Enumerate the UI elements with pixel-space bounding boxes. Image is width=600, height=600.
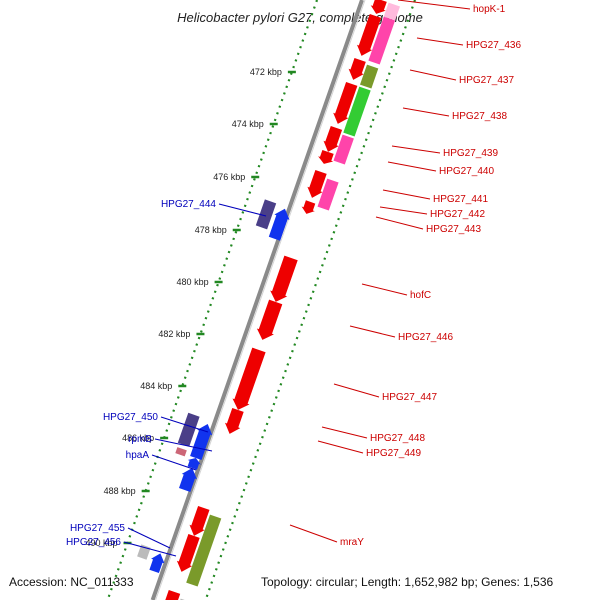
callout-hpg27_437-label: HPG27_437 — [459, 75, 514, 86]
gene-arrow-hpg27-444 — [268, 208, 290, 241]
gene-block-hpg27-450 — [177, 412, 200, 447]
map-title: Helicobacter pylori G27, complete genome — [177, 10, 423, 25]
callout-hopk-1-label: hopK-1 — [473, 4, 506, 15]
gene-arrow-hpg27-450 — [190, 424, 213, 460]
callout-hpg27_440-leader — [387, 161, 437, 172]
callout-hpg27_446-leader — [349, 325, 396, 338]
callout-hpg27_446-label: HPG27_446 — [398, 332, 453, 343]
gene-arrow-hpg27-440 — [318, 150, 334, 164]
gene-arrow-hpg27-441 — [307, 170, 327, 198]
backbone-line — [150, 0, 364, 600]
callout-hpg27_456-label: HPG27_456 — [66, 537, 121, 548]
callout-hpg27_443-label: HPG27_443 — [426, 224, 481, 235]
gene-arrow-hpg27-448 — [225, 408, 244, 434]
gene-block-mray-feature — [186, 514, 222, 587]
gene-arrow-hofc — [270, 255, 298, 302]
gene-arrow-bottom — [165, 590, 181, 600]
gene-block-hpg27-444 — [255, 199, 277, 230]
callout-hpg27_447-label: HPG27_447 — [382, 392, 437, 403]
callout-hpg27_437-leader — [409, 69, 457, 81]
backbone-highlight — [155, 0, 366, 600]
tick-label: 474 kbp — [232, 119, 264, 129]
genome-summary-text: Topology: circular; Length: 1,652,982 bp… — [261, 575, 554, 589]
gene-arrow-hpg27-438 — [333, 82, 358, 124]
callout-hpg27_439-leader — [391, 145, 441, 154]
gene-block-hpg27-438-feature — [343, 86, 371, 137]
gene-arrow-hpg27-439 — [323, 126, 343, 152]
callout-hpg27_442-label: HPG27_442 — [430, 209, 485, 220]
tick-label: 484 kbp — [140, 381, 172, 391]
inner-scale-ring — [106, 0, 319, 600]
callout-hpg27_442-leader — [379, 206, 428, 215]
tick-label: 480 kbp — [177, 277, 209, 287]
gene-block-hpg27-455 — [137, 544, 151, 560]
callout-hpg27_448-leader — [321, 426, 368, 439]
callout-hpg27_449-label: HPG27_449 — [366, 448, 421, 459]
callout-hpaa-leader — [151, 454, 197, 471]
callout-hpg27_438-label: HPG27_438 — [452, 111, 507, 122]
callout-hofc-label: hofC — [410, 290, 431, 301]
tick-label: 488 kbp — [104, 486, 136, 496]
outer-scale-ring — [204, 0, 417, 600]
accession-text: Accession: NC_011333 — [9, 575, 134, 589]
callout-hpg27_440-label: HPG27_440 — [439, 166, 494, 177]
gene-arrow-hpg27-442 — [301, 200, 316, 214]
gene-block-hpg27-436-feature — [368, 16, 396, 65]
tick-label: 482 kbp — [158, 329, 190, 339]
gene-block-rpmb — [175, 447, 187, 457]
tick-label: 478 kbp — [195, 225, 227, 235]
callout-hopk-1-leader — [397, 0, 471, 10]
callout-hpg27_443-leader — [375, 216, 424, 230]
callout-hpg27_456-leader — [123, 541, 177, 557]
gene-arrow-hpg27-437 — [348, 58, 366, 80]
callout-hofc-leader — [361, 283, 408, 296]
gene-block-hopk1-feature — [383, 2, 400, 21]
gene-arrow-hopk1 — [370, 0, 387, 14]
callout-hpg27_439-label: HPG27_439 — [443, 148, 498, 159]
tick-label: 476 kbp — [213, 172, 245, 182]
callout-rpmb-label: rpmB — [128, 434, 152, 445]
callout-hpg27_438-leader — [402, 107, 450, 117]
callout-hpg27_441-leader — [382, 189, 431, 200]
gene-arrow-hpg27-446 — [256, 299, 283, 340]
callout-hpg27_441-label: HPG27_441 — [433, 194, 488, 205]
callout-hpg27_455-leader — [127, 527, 171, 549]
callout-hpg27_449-leader — [317, 440, 364, 454]
gene-block-hpg27-439-feature — [333, 134, 354, 165]
callout-rpmb-leader — [154, 438, 213, 452]
gene-arrow-hpg27-436 — [357, 14, 382, 56]
callout-hpg27_447-leader — [333, 383, 380, 398]
tick-label: 486 kbp — [122, 433, 154, 443]
tick-label: 490 kbp — [85, 538, 117, 548]
callout-hpg27_436-leader — [416, 37, 464, 46]
gene-block-hpg27-437-feature — [360, 64, 379, 89]
gene-arrow-hpg27-456 — [149, 553, 165, 573]
callout-hpaa-label: hpaA — [126, 450, 150, 461]
callout-hpg27_444-leader — [218, 203, 267, 217]
callout-hpg27_450-label: HPG27_450 — [103, 412, 158, 423]
gene-arrow-mray — [176, 534, 200, 572]
callout-hpg27_444-label: HPG27_444 — [161, 199, 216, 210]
callout-mray-label: mraY — [340, 537, 364, 548]
gene-arrow-hpg27-449 — [189, 506, 210, 536]
callout-hpg27_455-label: HPG27_455 — [70, 523, 125, 534]
gene-arrow-hpg27-447 — [232, 347, 266, 410]
tick-label: 472 kbp — [250, 67, 282, 77]
gene-arrow-rpmb — [187, 458, 201, 470]
callout-hpg27_436-label: HPG27_436 — [466, 40, 521, 51]
callout-mray-leader — [289, 524, 338, 543]
gene-arrow-hpaa — [179, 468, 197, 492]
gene-block-hpg27-441-feature — [317, 178, 339, 211]
callout-hpg27_448-label: HPG27_448 — [370, 433, 425, 444]
callout-hpg27_450-leader — [160, 416, 209, 433]
